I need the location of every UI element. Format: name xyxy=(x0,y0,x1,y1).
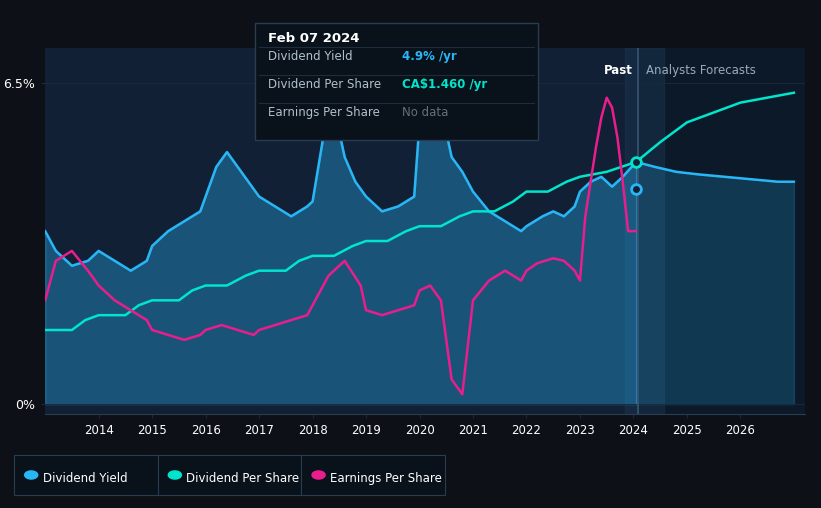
Text: Dividend Per Share: Dividend Per Share xyxy=(186,471,300,485)
Text: CA$1.460 /yr: CA$1.460 /yr xyxy=(402,78,488,91)
Text: Dividend Per Share: Dividend Per Share xyxy=(268,78,382,91)
Text: No data: No data xyxy=(402,106,448,119)
Text: Earnings Per Share: Earnings Per Share xyxy=(330,471,442,485)
Text: 4.9% /yr: 4.9% /yr xyxy=(402,50,457,63)
Text: Dividend Yield: Dividend Yield xyxy=(268,50,353,63)
Bar xyxy=(638,48,805,414)
Bar xyxy=(626,48,664,414)
Text: Earnings Per Share: Earnings Per Share xyxy=(268,106,380,119)
Bar xyxy=(45,48,638,414)
Text: Analysts Forecasts: Analysts Forecasts xyxy=(646,65,755,77)
Text: Past: Past xyxy=(603,65,632,77)
Text: Dividend Yield: Dividend Yield xyxy=(43,471,127,485)
Text: Feb 07 2024: Feb 07 2024 xyxy=(268,31,360,45)
